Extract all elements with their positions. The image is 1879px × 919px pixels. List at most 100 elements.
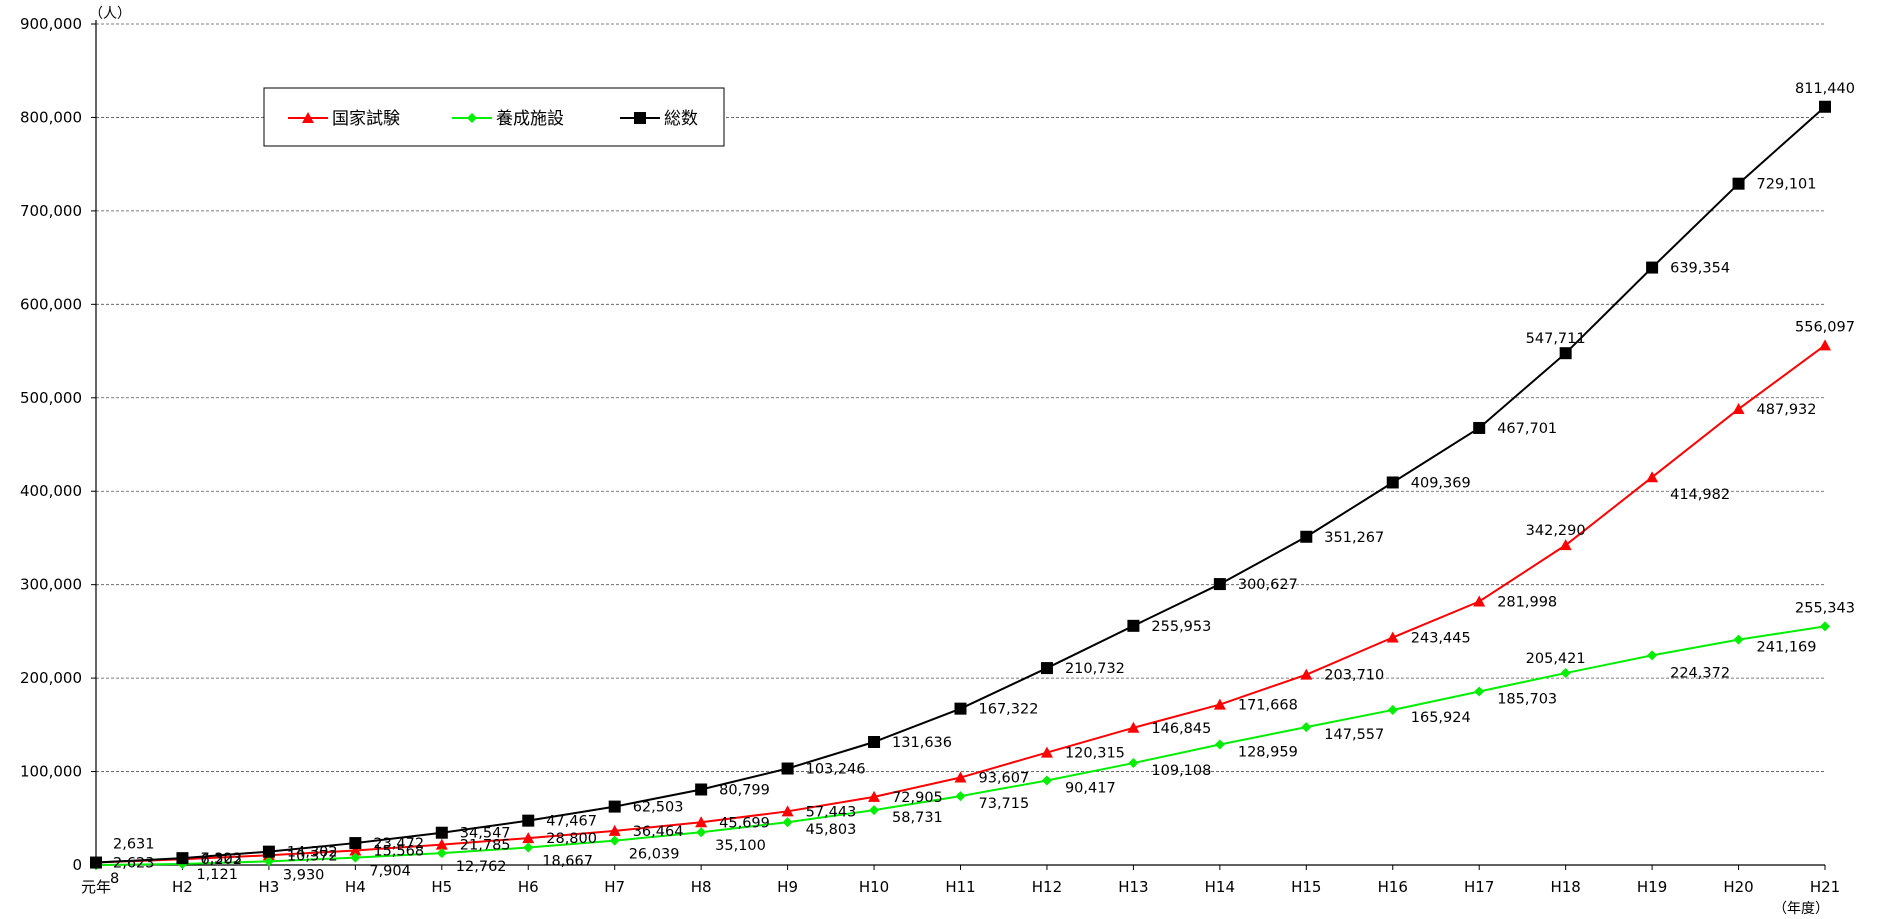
data-labels: 2,623 6,202 10,372 15,568 21,785 28,800 36,464… [110,81,1855,887]
y-tick-label: 900,000 [20,15,82,33]
x-tick-label: H19 [1637,878,1667,896]
x-tick-label: H6 [518,878,539,896]
data-label: 57,443 [806,804,857,820]
y-tick-label: 100,000 [20,763,82,781]
data-point [435,838,448,850]
data-label: 351,267 [1324,530,1384,546]
data-label: 90,417 [1065,781,1116,797]
data-label: 241,169 [1757,640,1817,656]
y-tick-label: 400,000 [20,482,82,500]
data-label: 7,904 [369,864,411,880]
data-point [1473,595,1486,607]
data-point [1041,775,1052,786]
data-point [1733,634,1744,645]
data-label: 28,800 [546,831,597,847]
data-point [1732,177,1745,190]
y-tick-label: 200,000 [20,669,82,687]
legend: 国家試験 養成施設 総数 [263,87,725,147]
data-label: 203,710 [1324,668,1384,684]
data-point [696,827,707,838]
data-point [350,852,361,863]
data-label: 342,290 [1526,523,1586,539]
data-point [349,844,362,856]
series-lines [90,100,1831,870]
data-point [1128,758,1139,769]
data-label: 35,100 [715,838,766,854]
data-point [436,848,447,859]
x-tick-label: H3 [258,878,279,896]
data-label: 103,246 [806,762,866,778]
data-label: 146,845 [1151,721,1211,737]
data-label: 18,667 [542,854,593,870]
data-point [435,826,448,839]
legend-marker [634,112,646,124]
data-label: 243,445 [1411,631,1471,647]
data-label: 414,982 [1670,487,1730,503]
data-label: 6,202 [200,852,242,868]
data-label: 23,472 [373,836,424,852]
x-tick-label: H12 [1032,878,1062,896]
x-tick-label: H10 [859,878,889,896]
data-label: 205,421 [1526,651,1586,667]
data-label: 58,731 [892,810,943,826]
data-label: 547,711 [1526,331,1586,347]
data-point [695,816,708,828]
data-point [609,835,620,846]
data-label: 131,636 [892,735,952,751]
data-label: 409,369 [1411,475,1471,491]
data-point [1127,619,1140,632]
data-label: 281,998 [1497,594,1557,610]
x-tick-label: H8 [691,878,712,896]
legend-marker [302,112,314,123]
series-line [95,106,1826,864]
data-point [868,735,881,748]
series-line [95,344,1826,864]
data-label: 14,302 [287,845,338,861]
data-label: 165,924 [1411,710,1471,726]
data-label: 47,467 [546,814,597,830]
legend-label: 養成施設 [496,109,564,129]
data-point [954,702,967,715]
data-point [1301,722,1312,733]
x-tick-label: H13 [1118,878,1148,896]
data-point [1386,476,1399,489]
data-point [1560,668,1571,679]
data-point [1474,686,1485,697]
x-tick-label: H2 [172,878,193,896]
data-label: 1,121 [196,867,238,883]
legend-label: 国家試験 [332,109,400,129]
data-point [1732,403,1745,415]
data-label: 12,762 [456,859,507,875]
data-point [349,837,362,850]
data-point [1040,662,1053,675]
data-point [1213,578,1226,591]
data-label: 210,732 [1065,661,1125,677]
data-point [522,832,535,844]
data-point [1040,746,1053,758]
x-axis-unit: （年度） [1773,901,1829,917]
data-label: 2,631 [113,837,155,853]
x-tick-label: H4 [345,878,366,896]
data-label: 15,568 [373,843,424,859]
data-label: 62,503 [633,800,684,816]
data-point [781,805,794,817]
data-label: 10,372 [287,848,338,864]
data-label: 45,699 [719,815,770,831]
x-tick-label: H17 [1464,878,1494,896]
data-label: 26,039 [629,847,680,863]
data-point [176,852,189,865]
data-point [1559,347,1572,360]
data-point [522,814,535,827]
data-label: 487,932 [1757,402,1817,418]
y-tick-label: 600,000 [20,295,82,313]
x-tick-label: H21 [1810,878,1840,896]
data-label: 80,799 [719,782,770,798]
data-label: 36,464 [633,824,684,840]
data-point [1473,421,1486,434]
data-point [781,762,794,775]
data-label: 255,343 [1795,600,1855,616]
data-label: 120,315 [1065,746,1125,762]
data-point [954,771,967,783]
data-label: 811,440 [1795,81,1855,97]
data-point [1300,668,1313,680]
